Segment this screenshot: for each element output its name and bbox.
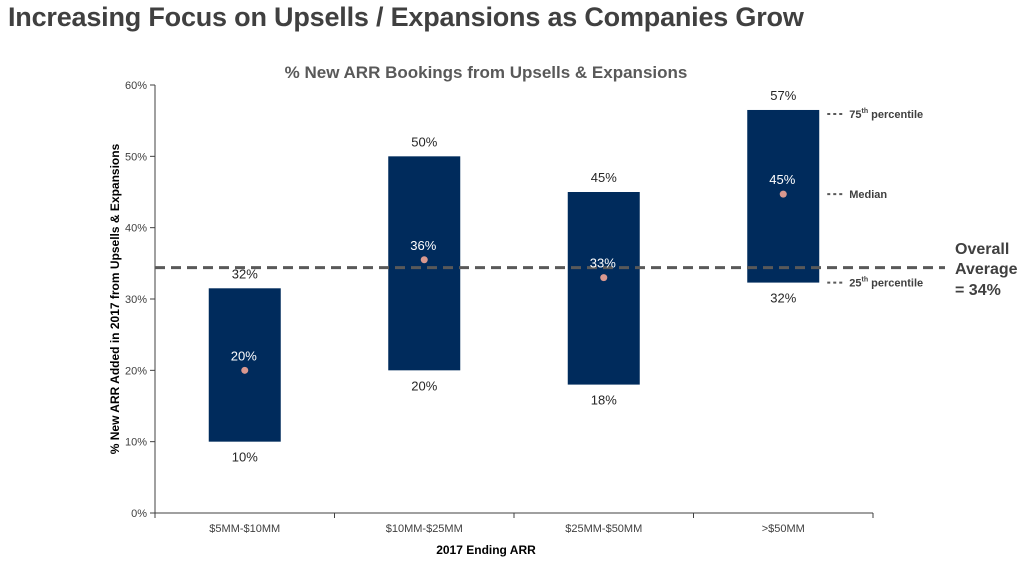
range-bar: [567, 192, 640, 385]
p75-label: 32%: [232, 266, 258, 281]
average-label: Average: [955, 261, 1018, 278]
y-tick-label: 20%: [125, 365, 147, 377]
p75-label: 45%: [591, 170, 617, 185]
x-axis-title: 2017 Ending ARR: [436, 543, 536, 557]
legend-label: Median: [849, 189, 887, 201]
x-tick-label: $5MM-$10MM: [209, 523, 280, 535]
median-label: 36%: [410, 238, 436, 253]
x-tick-label: $10MM-$25MM: [386, 523, 463, 535]
y-tick-label: 0%: [131, 508, 147, 520]
average-label: = 34%: [955, 282, 1001, 299]
median-dot: [779, 190, 787, 198]
median-dot: [420, 256, 428, 264]
y-tick-label: 40%: [125, 223, 147, 235]
slide-title: Increasing Focus on Upsells / Expansions…: [8, 2, 804, 32]
y-axis-title: % New ARR Added in 2017 from Upsells & E…: [108, 143, 122, 454]
p75-label: 57%: [770, 88, 796, 103]
range-bar: [208, 288, 281, 442]
median-label: 45%: [769, 172, 795, 187]
p75-label: 50%: [411, 134, 437, 149]
p25-label: 20%: [411, 378, 437, 393]
y-tick-label: 50%: [125, 151, 147, 163]
p25-label: 10%: [232, 450, 258, 465]
range-bar: [388, 156, 461, 371]
y-tick-label: 10%: [125, 437, 147, 449]
y-tick-label: 60%: [125, 80, 147, 92]
y-tick-label: 30%: [125, 294, 147, 306]
x-tick-label: $25MM-$50MM: [565, 523, 642, 535]
median-dot: [600, 274, 608, 282]
median-dot: [241, 366, 249, 374]
p25-label: 18%: [591, 393, 617, 408]
x-tick-label: >$50MM: [762, 523, 805, 535]
legend-label: 25th percentile: [849, 277, 923, 290]
median-label: 20%: [231, 348, 257, 363]
legend-label: 75th percentile: [849, 108, 923, 121]
median-label: 33%: [590, 256, 616, 271]
average-label: Overall: [955, 241, 1009, 258]
p25-label: 32%: [770, 291, 796, 306]
chart-title: % New ARR Bookings from Upsells & Expans…: [285, 63, 688, 82]
